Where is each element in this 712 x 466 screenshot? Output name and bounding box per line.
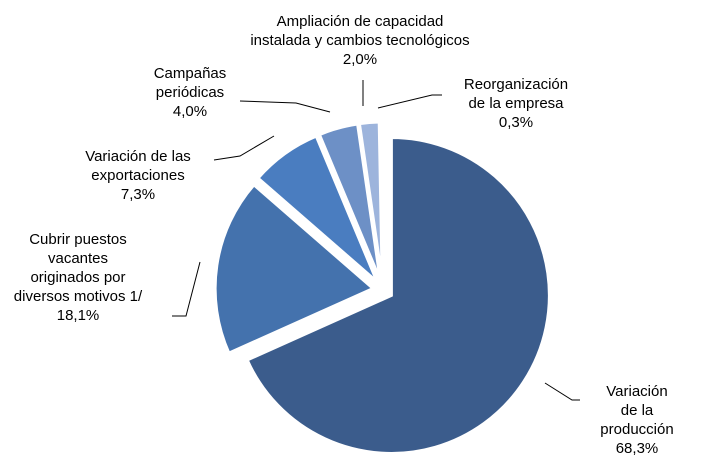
leader-line xyxy=(544,382,580,401)
slice-name: Cubrir puestos vacantes originados por d… xyxy=(13,231,143,305)
slice-value: 0,3% xyxy=(498,114,534,131)
pie-slice xyxy=(245,135,551,455)
slice-label: Cubrir puestos vacantes originados por d… xyxy=(14,230,142,325)
slice-name: Reorganización de la empresa xyxy=(463,76,569,112)
slice-value: 2,0% xyxy=(342,51,378,68)
slice-value: 18,1% xyxy=(56,307,100,324)
slice-label: Ampliación de capacidad instalada y camb… xyxy=(250,12,469,69)
slice-name: Ampliación de capacidad instalada y camb… xyxy=(250,13,470,49)
pie-slice xyxy=(357,120,384,281)
pie-slice xyxy=(255,134,379,284)
pie-slice xyxy=(213,182,376,356)
leader-line xyxy=(239,100,331,113)
slice-name: Variación de las exportaciones xyxy=(85,148,191,184)
leader-line xyxy=(172,261,201,317)
slice-value: 68,3% xyxy=(615,440,659,457)
slice-name: Campañas periódicas xyxy=(153,65,227,101)
slice-label: Variación de la producción 68,3% xyxy=(600,382,675,458)
leader-lines xyxy=(172,80,580,401)
slice-label: Campañas periódicas 4,0% xyxy=(154,64,227,121)
leader-line xyxy=(213,135,275,161)
slice-label: Reorganización de la empresa 0,3% xyxy=(464,75,568,132)
slice-label: Variación de las exportaciones 7,3% xyxy=(85,147,191,204)
slice-value: 4,0% xyxy=(172,103,208,120)
slice-value: 7,3% xyxy=(120,186,156,203)
leader-line xyxy=(377,94,442,109)
slice-name: Variación de la producción xyxy=(600,383,674,438)
pie-slice xyxy=(317,122,382,281)
